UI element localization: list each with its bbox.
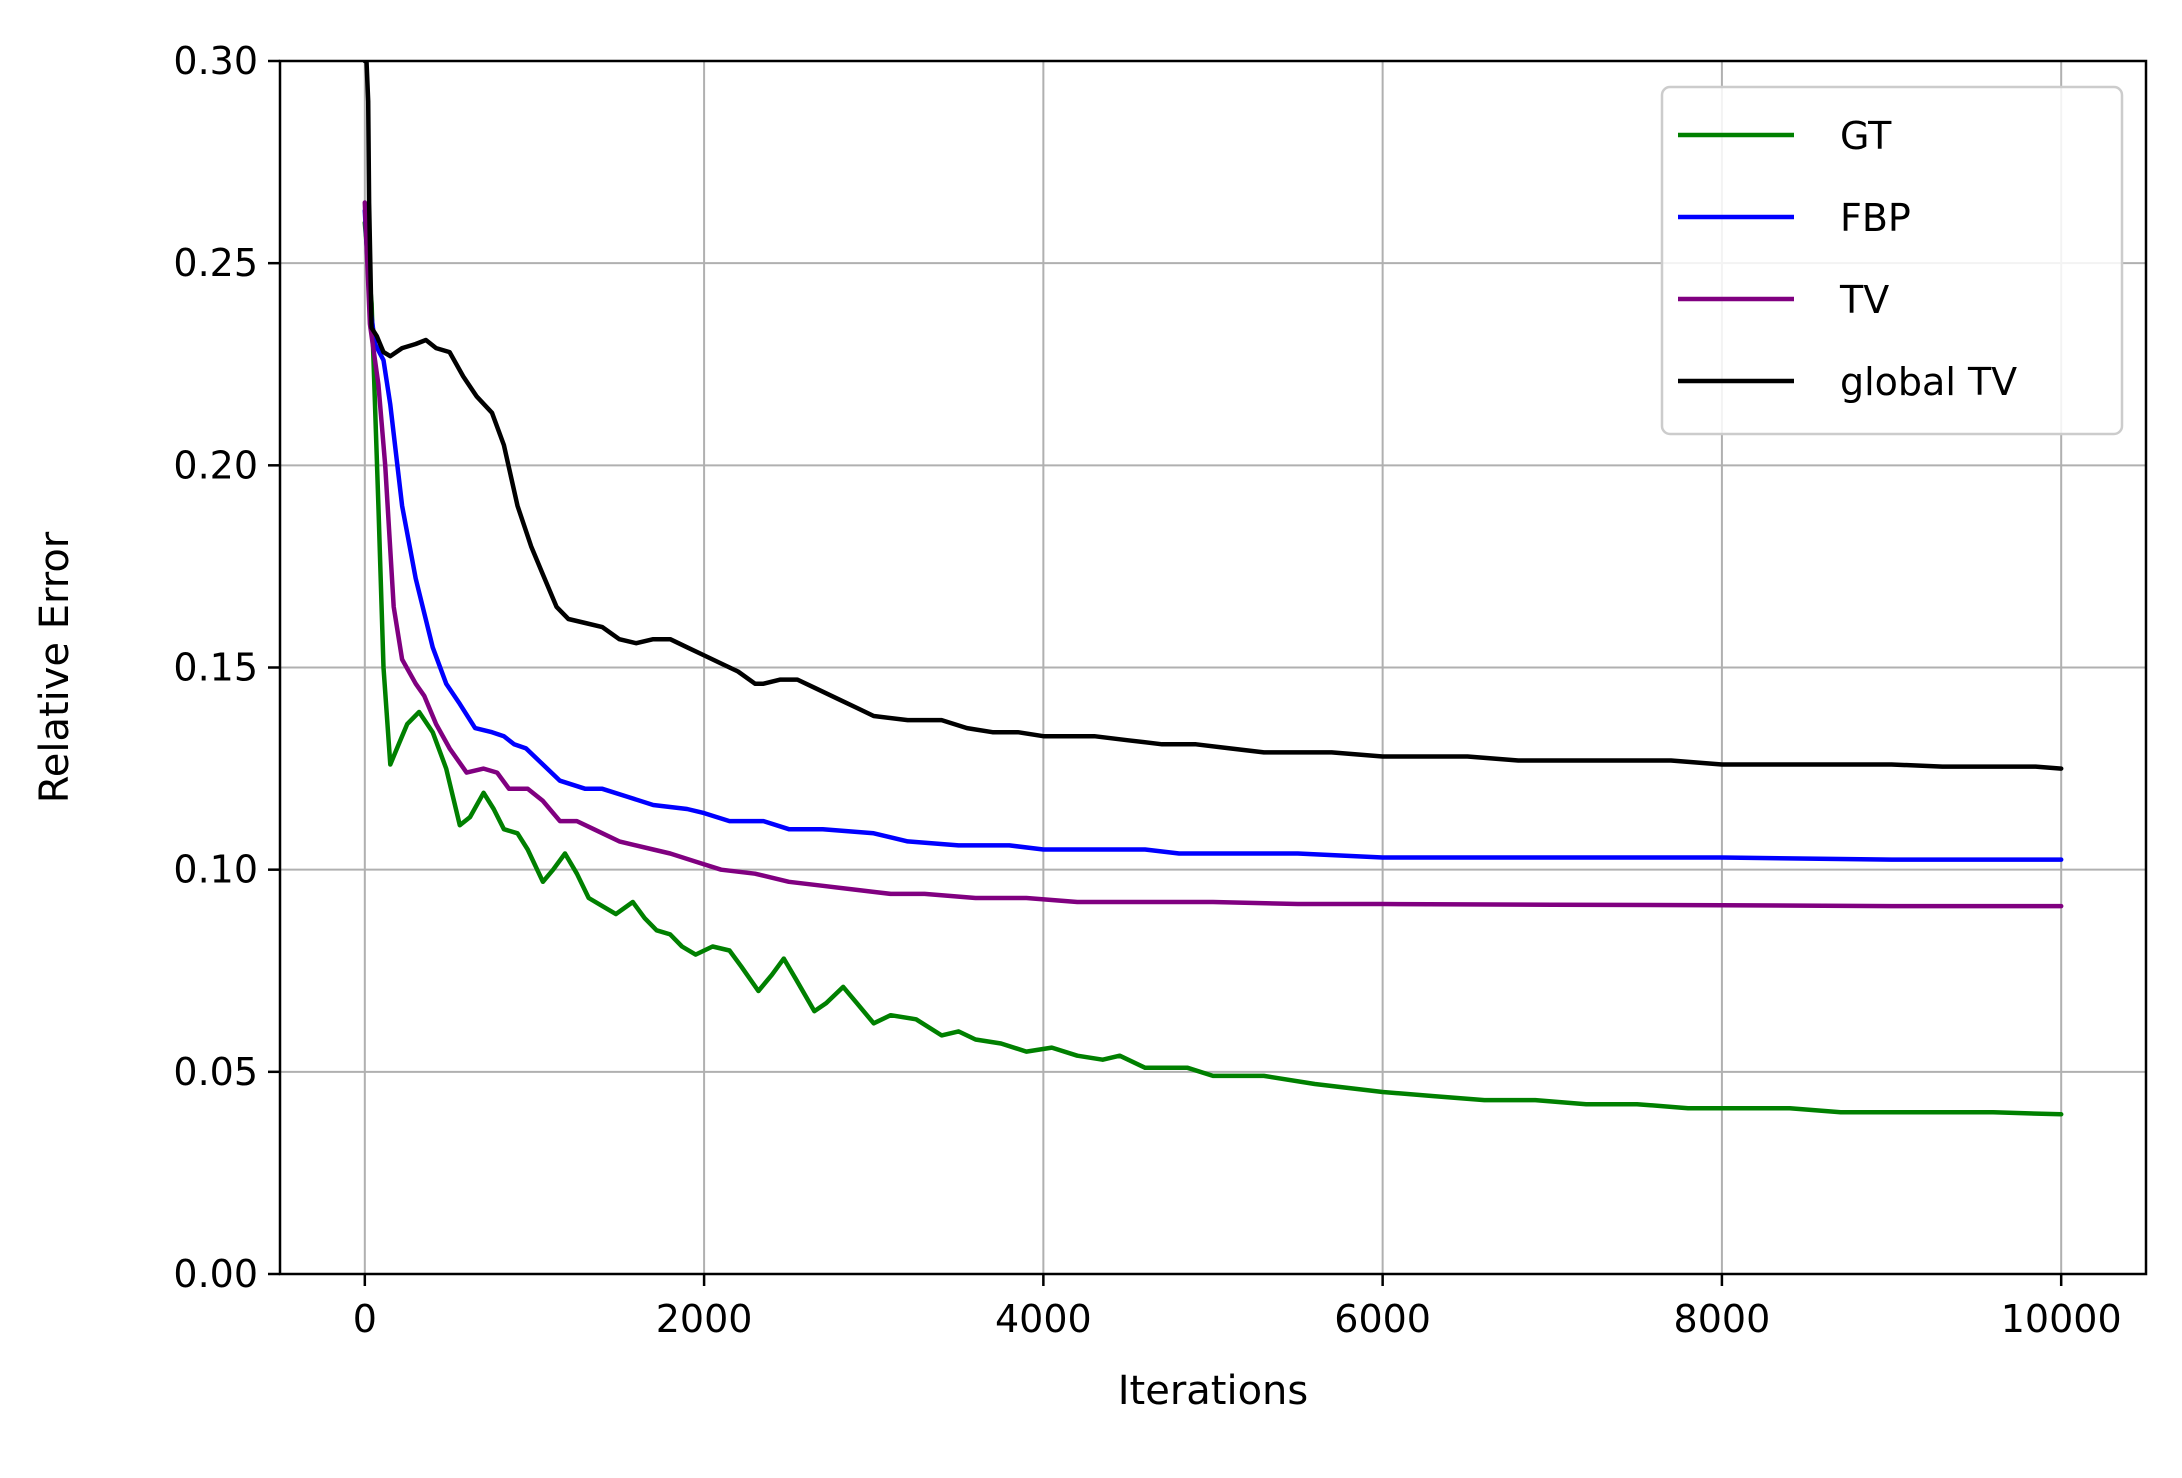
y-tick-label: 0.05 [173, 1050, 258, 1094]
y-axis-title: Relative Error [32, 531, 78, 803]
x-tick-label: 8000 [1674, 1297, 1771, 1341]
legend-box [1660, 85, 2124, 436]
axis-ticks: 0 2000 4000 6000 8000 10000 0.00 0.05 0.10 0.15 0.… [173, 39, 2121, 1341]
series-line-gt [362, 220, 2064, 1117]
x-axis-title: Iterations [1118, 1368, 1309, 1414]
legend-label: FBP [1840, 196, 1911, 240]
y-tick-label: 0.25 [173, 241, 258, 285]
series-line-tv [362, 200, 2064, 909]
x-tick-label: 6000 [1334, 1297, 1431, 1341]
legend-label: TV [1839, 278, 1889, 322]
series-line-global-tv [362, 61, 2064, 771]
legend: GT FBP TV global TV [1660, 85, 2124, 436]
series-line-fbp [362, 208, 2064, 862]
y-tick-label: 0.30 [173, 39, 258, 83]
grid-lines [280, 60, 2146, 1275]
y-tick-label: 0.20 [173, 443, 258, 487]
x-tick-label: 0 [353, 1297, 377, 1341]
legend-label: global TV [1840, 360, 2017, 404]
legend-label: GT [1840, 114, 1892, 158]
data-series [362, 61, 2064, 1117]
x-tick-label: 4000 [995, 1297, 1092, 1341]
y-tick-label: 0.00 [173, 1252, 258, 1296]
y-tick-label: 0.10 [173, 848, 258, 892]
y-tick-label: 0.15 [173, 646, 258, 690]
x-tick-label: 2000 [656, 1297, 753, 1341]
x-tick-label: 10000 [2001, 1297, 2122, 1341]
